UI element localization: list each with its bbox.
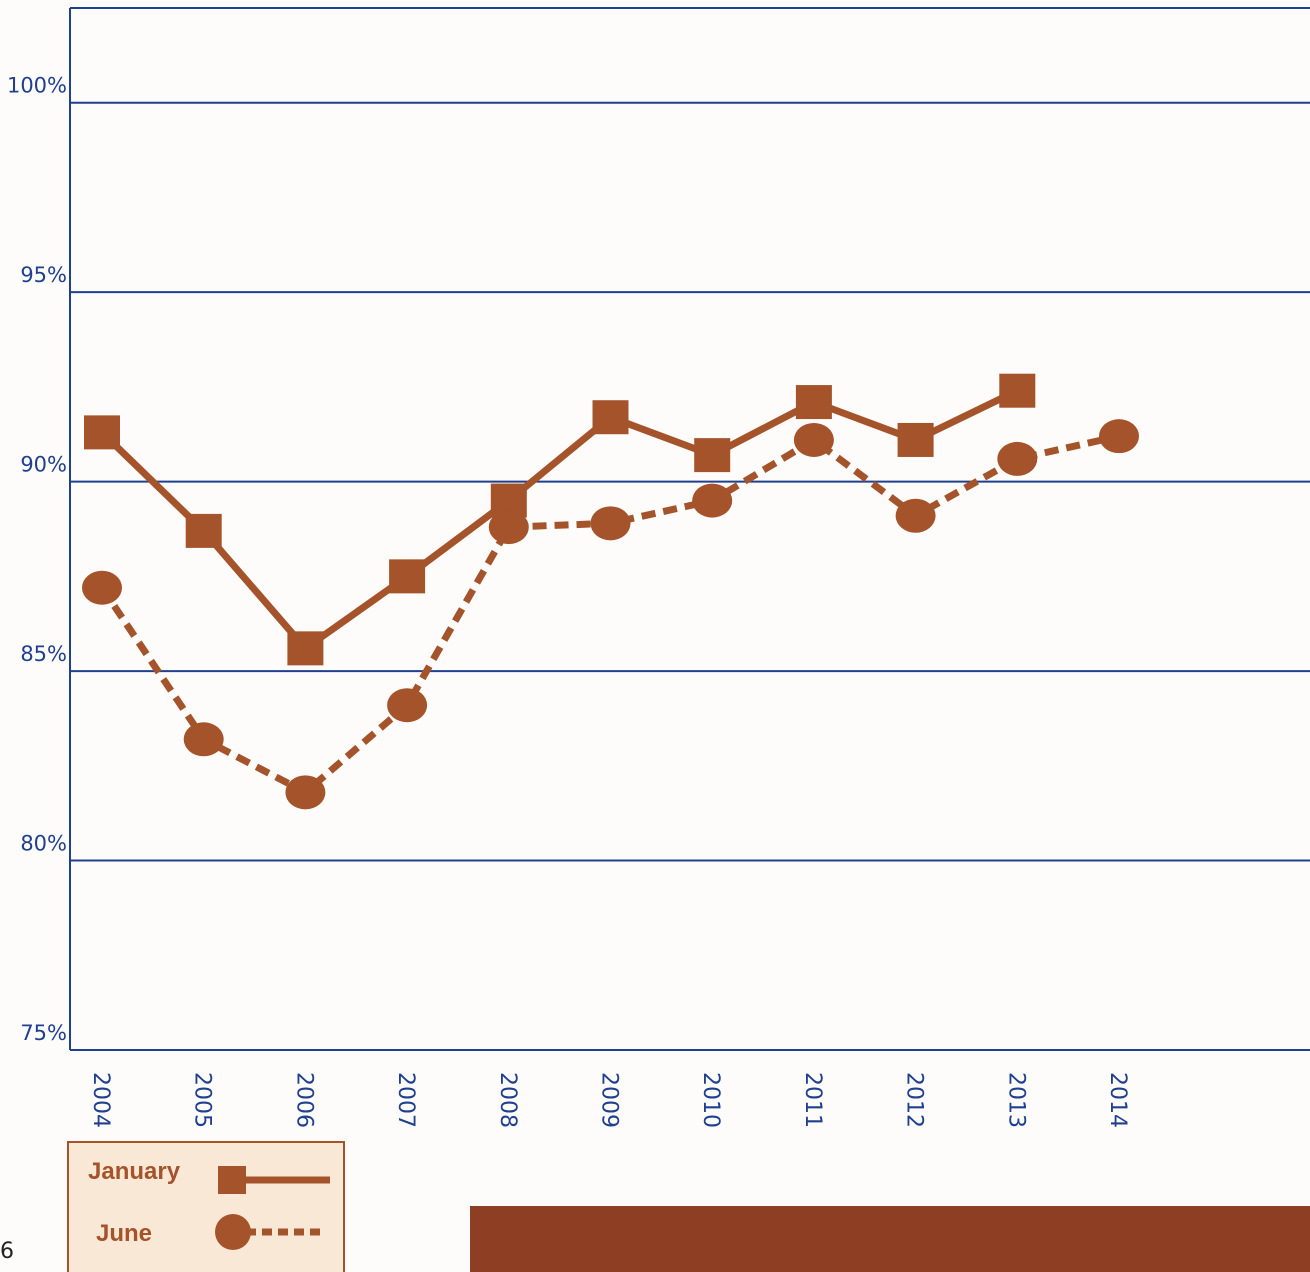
x-tick-label: 2006 [291, 1072, 316, 1128]
legend-marker-january [218, 1166, 246, 1194]
data-point-january [795, 385, 832, 420]
x-tick-label: 2013 [1003, 1072, 1028, 1128]
x-tick-label: 2007 [393, 1072, 418, 1128]
data-point-june [488, 510, 529, 545]
legend-label-june: June [96, 1220, 152, 1247]
x-tick-label: 2008 [495, 1072, 520, 1128]
data-point-january [592, 400, 629, 435]
data-point-january [999, 373, 1036, 408]
x-tick-label: 2012 [902, 1072, 927, 1128]
data-point-june [997, 441, 1038, 476]
gridlines [69, 7, 1310, 1051]
data-point-june [692, 483, 733, 518]
x-tick-label: 2011 [800, 1072, 825, 1128]
data-point-june [895, 498, 936, 533]
y-tick-label: 95% [20, 263, 67, 287]
legend-box [67, 1141, 345, 1272]
y-tick-label: 80% [20, 832, 67, 856]
y-tick-label: 100% [7, 74, 67, 98]
series-line-january [99, 387, 1019, 652]
decorative-band [470, 1206, 1310, 1272]
data-point-january [185, 513, 222, 548]
data-point-june [387, 688, 428, 723]
page-number: 6 [0, 1239, 14, 1264]
y-axis-ticks: 75% 80% 85% 90% 95% 100% [7, 74, 67, 1045]
series-layer [82, 373, 1139, 810]
x-tick-label: 2009 [597, 1072, 622, 1128]
series-line-june [99, 432, 1120, 796]
legend-label-january: January [88, 1158, 181, 1185]
data-point-june [183, 722, 224, 757]
data-point-june [285, 775, 326, 810]
x-tick-label: 2010 [698, 1072, 723, 1128]
data-point-june [590, 506, 631, 541]
y-tick-label: 75% [20, 1021, 67, 1045]
data-point-june [1099, 419, 1139, 454]
x-tick-label: 2005 [190, 1072, 215, 1128]
data-point-june [793, 422, 834, 457]
data-point-january [287, 631, 324, 666]
data-point-january [389, 559, 426, 594]
legend: January June [67, 1141, 345, 1272]
data-point-january [694, 438, 731, 473]
x-axis-ticks: 2004 2005 2006 2007 2008 2009 2010 2011 2012 2013… [88, 1072, 1130, 1128]
x-tick-label: 2004 [88, 1072, 113, 1128]
data-point-january [897, 422, 934, 457]
y-tick-label: 90% [20, 453, 67, 477]
data-point-january [84, 415, 120, 450]
y-tick-label: 85% [20, 642, 67, 666]
x-tick-label: 2014 [1105, 1072, 1130, 1128]
legend-marker-june [215, 1214, 251, 1250]
data-point-june [82, 570, 122, 605]
